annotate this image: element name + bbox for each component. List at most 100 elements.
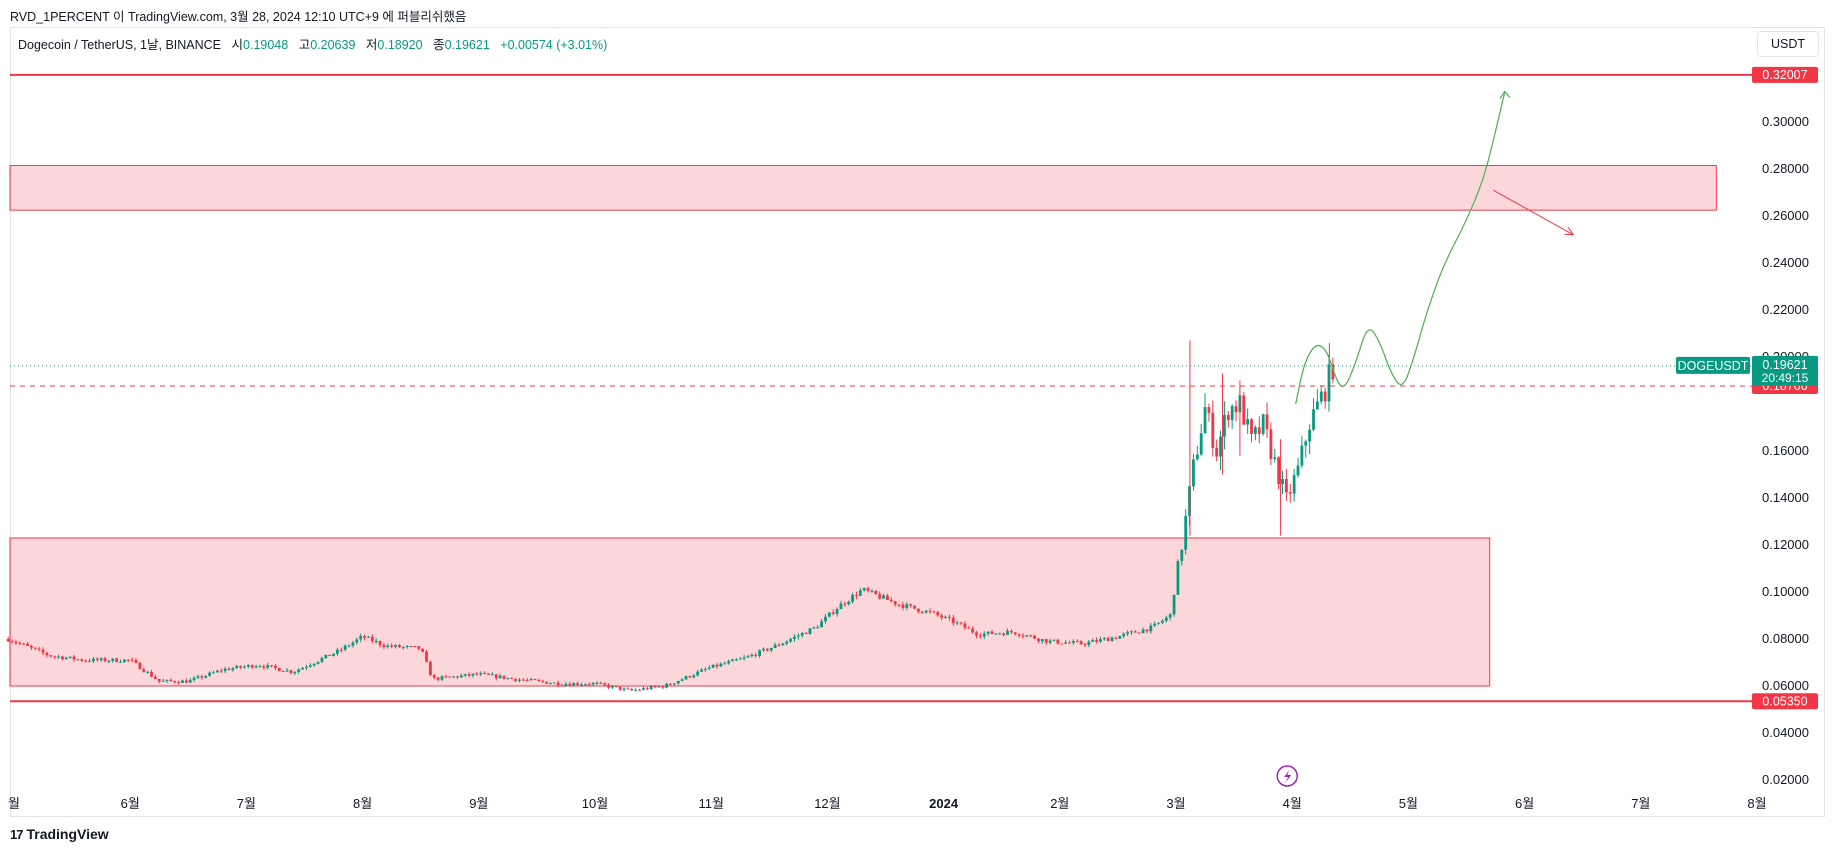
candle-body xyxy=(1234,406,1238,413)
candle-body xyxy=(161,680,165,682)
candle-body xyxy=(707,667,711,670)
candle-body xyxy=(130,659,134,661)
candle-body xyxy=(951,617,955,624)
x-tick-label: 11월 xyxy=(698,796,723,811)
candle-body xyxy=(1091,640,1095,642)
x-tick-label: 2월 xyxy=(1050,796,1069,811)
candle-body xyxy=(196,676,200,678)
candle-body xyxy=(734,659,738,661)
candle-body xyxy=(1323,391,1327,402)
candle-body xyxy=(204,675,208,678)
footer-brand[interactable]: 17 TradingView xyxy=(10,826,109,842)
candle-body xyxy=(1277,457,1281,485)
candle-body xyxy=(1110,637,1114,641)
candle-body xyxy=(150,671,153,677)
candle-body xyxy=(1296,465,1300,476)
candle-body xyxy=(1052,639,1056,641)
candle-body xyxy=(642,688,645,690)
candle-body xyxy=(913,605,916,609)
candle-body xyxy=(6,639,10,642)
candle-body xyxy=(661,686,665,688)
candle-body xyxy=(703,669,707,671)
candle-body xyxy=(1308,429,1312,442)
candle-body xyxy=(200,676,204,678)
event-marker[interactable] xyxy=(1276,765,1298,787)
candle-body xyxy=(1226,415,1230,420)
candle-body xyxy=(920,611,924,613)
candle-body xyxy=(1180,549,1184,562)
candle-body xyxy=(541,680,545,682)
candle-body xyxy=(928,610,932,612)
candle-body xyxy=(80,659,84,661)
symbol-title[interactable]: Dogecoin / TetherUS, 1날, BINANCE xyxy=(18,38,222,52)
candle-body xyxy=(917,608,920,612)
current-price-tag-bg xyxy=(1752,355,1818,386)
line-price-tag-0: 0.32007 xyxy=(1762,68,1807,82)
candle-body xyxy=(1223,415,1226,437)
candle-body xyxy=(64,657,68,660)
candle-body xyxy=(793,636,796,640)
x-tick-label: 8월 xyxy=(353,796,372,811)
current-price-value: 0.19621 xyxy=(1762,358,1807,372)
close-label: 종 xyxy=(433,38,445,52)
projection-down-line xyxy=(1492,189,1574,236)
candle-body xyxy=(76,659,80,661)
candle-body xyxy=(1315,401,1319,410)
candle-body xyxy=(30,645,33,648)
candle-body xyxy=(622,688,626,690)
candle-body xyxy=(564,684,568,686)
currency-selector[interactable]: USDT xyxy=(1757,31,1819,57)
candle-body xyxy=(1281,478,1284,485)
candle-body xyxy=(444,676,448,678)
candle-body xyxy=(246,665,250,667)
candle-body xyxy=(607,684,610,688)
candle-body xyxy=(227,668,231,670)
candle-body xyxy=(1269,429,1273,459)
candle-body xyxy=(305,666,308,668)
candle-body xyxy=(494,674,498,679)
candle-body xyxy=(583,684,587,686)
candle-body xyxy=(595,682,599,684)
candle-body xyxy=(1033,635,1037,639)
candle-body xyxy=(1068,642,1071,644)
candle-body xyxy=(808,628,812,635)
candle-body xyxy=(998,633,1002,635)
x-tick-label: 7월 xyxy=(1631,796,1650,811)
candle-body xyxy=(88,660,91,662)
candle-body xyxy=(467,674,471,676)
candle-body xyxy=(518,679,521,681)
symbol-tag-bg xyxy=(1676,356,1750,374)
candle-body xyxy=(936,612,940,616)
candle-body xyxy=(572,683,576,686)
y-tick-label: 0.24000 xyxy=(1762,255,1809,270)
candle-body xyxy=(1102,638,1106,640)
x-tick-label: 9월 xyxy=(469,796,488,811)
candle-body xyxy=(409,646,413,648)
candle-body xyxy=(831,612,835,614)
candle-body xyxy=(239,665,242,668)
candle-body xyxy=(285,670,289,672)
candle-body xyxy=(57,656,60,658)
x-tick-label: 7월 xyxy=(237,796,256,811)
candle-body xyxy=(905,604,909,608)
candle-body xyxy=(452,676,456,678)
candle-body xyxy=(483,673,487,675)
candle-body xyxy=(731,659,734,662)
high-label: 고 xyxy=(298,38,311,52)
candle-body xyxy=(165,679,169,681)
candle-body xyxy=(363,636,366,638)
line-price-tag-1: 0.05350 xyxy=(1762,694,1807,708)
candle-body xyxy=(1075,641,1079,643)
candle-body xyxy=(1037,638,1040,642)
candle-body xyxy=(858,590,862,596)
candle-body xyxy=(719,663,723,667)
candle-body xyxy=(1002,633,1006,635)
x-tick-label: 6월 xyxy=(1515,796,1534,811)
candle-body xyxy=(208,672,212,676)
candle-body xyxy=(332,653,335,656)
x-tick-label: 3월 xyxy=(1166,796,1185,811)
candle-body xyxy=(336,649,339,654)
candle-body xyxy=(428,661,432,676)
candle-body xyxy=(471,673,475,676)
